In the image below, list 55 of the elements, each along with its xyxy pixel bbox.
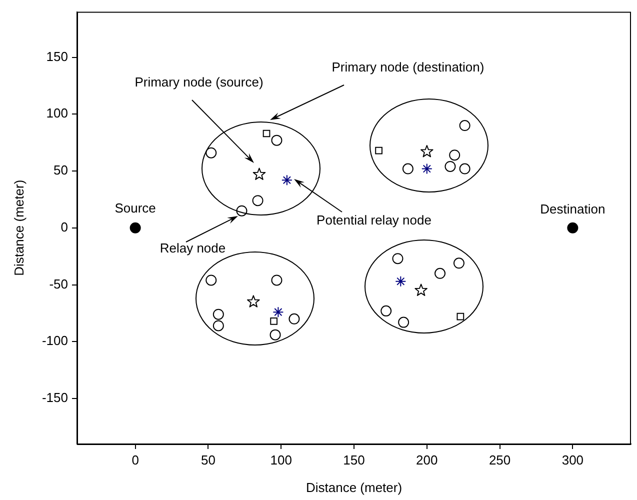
- point: [206, 274, 217, 286]
- point: [402, 163, 414, 174]
- y-tick-label: 150: [46, 48, 68, 64]
- point: [270, 317, 278, 325]
- point: [567, 222, 578, 234]
- point: [414, 284, 428, 296]
- point: [212, 308, 224, 320]
- x-tick-label: 200: [416, 452, 438, 468]
- x-axis-title: Distance (meter): [306, 480, 402, 495]
- x-tick-label: 100: [270, 452, 292, 468]
- point: [247, 295, 260, 308]
- point: [459, 120, 470, 132]
- x-tick-label: 150: [343, 452, 365, 468]
- y-tick-label: 50: [54, 162, 68, 178]
- y-tick-label: 0: [60, 219, 68, 234]
- point: [380, 305, 392, 316]
- point: [395, 276, 406, 287]
- point: [281, 174, 292, 186]
- y-tick-label: -100: [42, 333, 68, 348]
- y-axis-title: Distance (meter): [11, 180, 26, 276]
- x-tick-label: 0: [132, 452, 139, 468]
- annotation: Relay node: [160, 240, 226, 256]
- point: [130, 222, 141, 234]
- annotation: Source: [114, 200, 156, 216]
- annotation: Destination: [540, 201, 606, 216]
- annotation: Potential relay node: [316, 212, 432, 228]
- x-tick-label: 50: [200, 452, 216, 468]
- point: [212, 320, 224, 332]
- point: [453, 258, 464, 269]
- point: [252, 195, 264, 206]
- point: [262, 130, 270, 138]
- x-tick-label: 250: [488, 452, 511, 468]
- point: [459, 163, 470, 174]
- point: [434, 268, 446, 279]
- point: [271, 274, 282, 286]
- point: [270, 329, 281, 340]
- annotation: Primary node (destination): [332, 60, 484, 75]
- point: [206, 147, 217, 158]
- annotation: Primary node (source): [134, 74, 264, 90]
- y-tick-label: -50: [49, 276, 68, 292]
- point: [272, 306, 284, 318]
- y-tick-label: 100: [46, 106, 68, 121]
- point: [392, 253, 404, 264]
- point: [252, 168, 266, 180]
- x-tick-label: 300: [562, 452, 584, 468]
- point: [375, 146, 382, 154]
- point: [456, 312, 464, 320]
- point: [449, 150, 460, 161]
- point: [288, 313, 300, 324]
- point: [421, 163, 432, 174]
- y-tick-label: -150: [42, 390, 68, 406]
- point: [271, 134, 282, 146]
- point: [420, 144, 434, 158]
- point: [398, 316, 410, 328]
- point: [444, 160, 456, 172]
